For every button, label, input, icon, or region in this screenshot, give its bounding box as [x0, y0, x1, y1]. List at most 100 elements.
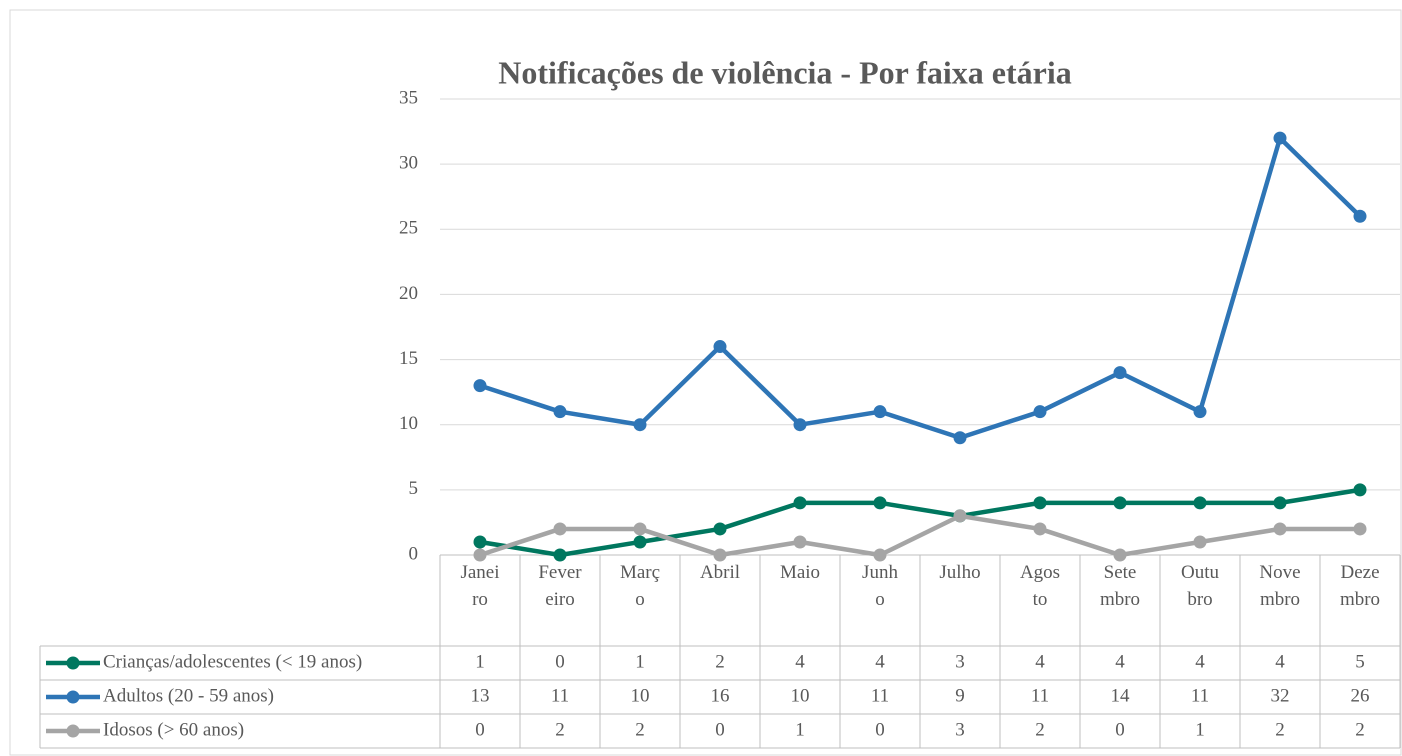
data-point — [1033, 522, 1047, 536]
table-value: 26 — [1351, 685, 1370, 706]
x-tick-label-box: Setembro — [1100, 562, 1140, 610]
x-tick-label: Janeiro — [460, 562, 500, 610]
legend-marker — [66, 724, 80, 738]
table-value: 1 — [635, 651, 645, 672]
y-tick-label: 0 — [409, 543, 419, 564]
x-tick-label-box: Novembro — [1259, 562, 1301, 610]
x-tick-label: Fevereiro — [538, 562, 582, 610]
series-line — [479, 135, 1362, 440]
table-value: 16 — [711, 685, 730, 706]
x-tick-label: Novembro — [1259, 562, 1301, 610]
y-tick-label: 5 — [409, 478, 419, 499]
data-point — [1353, 209, 1367, 223]
data-point — [473, 379, 487, 393]
y-tick-label: 20 — [399, 283, 418, 304]
table-value: 13 — [471, 685, 490, 706]
table-value: 2 — [1355, 719, 1365, 740]
data-point — [873, 405, 887, 419]
x-tick-label: Maio — [779, 562, 821, 583]
table-value: 2 — [1275, 719, 1285, 740]
chart-frame — [9, 9, 1402, 756]
x-tick-label-box: Fevereiro — [538, 562, 582, 610]
legend-label: Adultos (20 - 59 anos) — [103, 685, 274, 706]
data-point — [1033, 496, 1047, 510]
data-point — [1193, 405, 1207, 419]
data-point — [793, 496, 807, 510]
table-value: 3 — [955, 651, 965, 672]
x-tick-label-box: Dezembro — [1339, 562, 1381, 610]
table-value: 10 — [631, 685, 650, 706]
x-tick-label-box: Agosto — [1020, 562, 1060, 610]
legend-label: Idosos (> 60 anos) — [103, 719, 244, 740]
table-value: 0 — [1115, 719, 1125, 740]
table-value: 4 — [1035, 651, 1045, 672]
table-value: 2 — [1035, 719, 1045, 740]
table-value: 0 — [875, 719, 885, 740]
table-value: 2 — [715, 651, 725, 672]
table-value: 2 — [555, 719, 565, 740]
data-point — [1113, 366, 1127, 380]
y-tick-label: 10 — [399, 413, 418, 434]
table-value: 2 — [635, 719, 645, 740]
data-point — [1113, 496, 1127, 510]
x-tick-label: Outubro — [1181, 562, 1219, 610]
table-value: 0 — [475, 719, 485, 740]
x-tick-label-box: Abril — [699, 562, 741, 583]
series-line — [479, 513, 1360, 558]
chart-title: Notificações de violência - Por faixa et… — [498, 54, 1071, 90]
table-value: 4 — [875, 651, 885, 672]
data-point — [873, 548, 887, 562]
table-value: 4 — [1275, 651, 1285, 672]
data-point — [633, 418, 647, 432]
y-tick-label: 35 — [399, 87, 418, 108]
x-tick-label-box: Maio — [779, 562, 821, 583]
table-value: 5 — [1355, 651, 1365, 672]
data-point — [1193, 496, 1207, 510]
legend-label: Crianças/adolescentes (< 19 anos) — [103, 651, 362, 672]
data-point — [633, 522, 647, 536]
data-point — [1193, 535, 1207, 549]
data-point — [1113, 548, 1127, 562]
data-point — [553, 405, 567, 419]
table-value: 11 — [1191, 685, 1209, 706]
table-value: 3 — [955, 719, 965, 740]
table-value: 1 — [795, 719, 805, 740]
data-point — [473, 535, 487, 549]
data-point — [793, 418, 807, 432]
series-line — [479, 487, 1361, 558]
table-value: 11 — [871, 685, 889, 706]
x-tick-label-box: Junho — [862, 562, 898, 610]
y-tick-label: 25 — [399, 218, 418, 239]
table-value: 10 — [791, 685, 810, 706]
data-point — [873, 496, 887, 510]
table-value: 14 — [1111, 685, 1131, 706]
legend-marker — [66, 656, 80, 670]
data-point — [713, 340, 727, 354]
y-tick-label: 15 — [399, 348, 418, 369]
x-tick-label: Dezembro — [1339, 562, 1381, 610]
data-point — [1273, 131, 1287, 145]
x-tick-label: Julho — [939, 562, 981, 583]
x-tick-label: Junho — [862, 562, 898, 610]
data-point — [1273, 522, 1287, 536]
table-value: 9 — [955, 685, 965, 706]
table-value: 0 — [715, 719, 725, 740]
data-point — [713, 548, 727, 562]
data-point — [553, 548, 567, 562]
data-point — [1353, 522, 1367, 536]
data-point — [1353, 483, 1367, 497]
table-value: 4 — [795, 651, 805, 672]
table-value: 4 — [1195, 651, 1205, 672]
table-value: 11 — [1031, 685, 1049, 706]
x-tick-label: Abril — [699, 562, 741, 583]
data-point — [1033, 405, 1047, 419]
x-tick-label-box: Julho — [939, 562, 981, 583]
data-point — [953, 509, 967, 523]
table-value: 1 — [1195, 719, 1205, 740]
y-tick-label: 30 — [399, 153, 418, 174]
table-value: 0 — [555, 651, 565, 672]
data-point — [953, 431, 967, 445]
data-point — [553, 522, 567, 536]
data-point — [793, 535, 807, 549]
